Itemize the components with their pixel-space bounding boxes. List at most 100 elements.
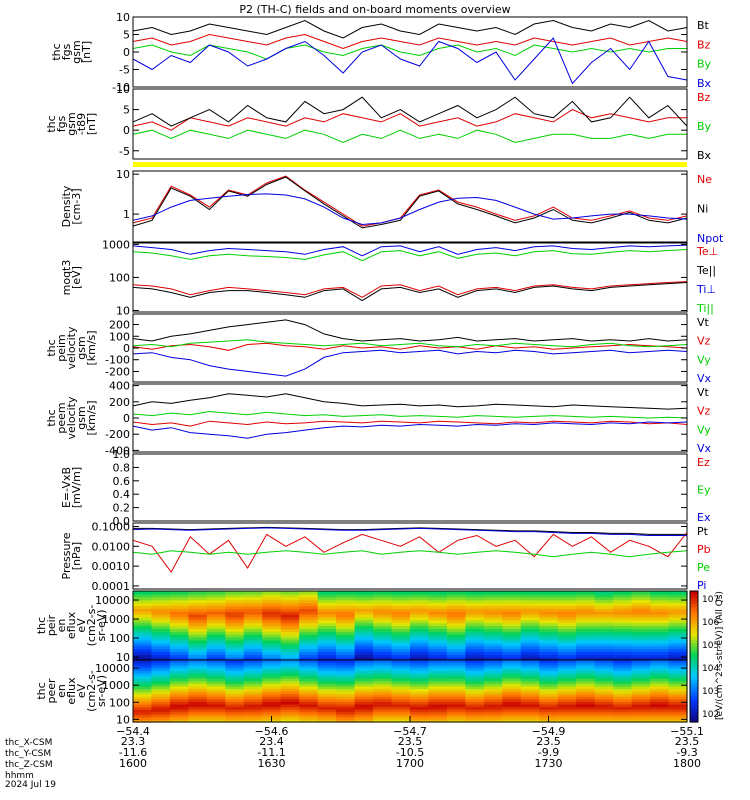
spectrogram-cell — [336, 628, 356, 632]
spectrogram-cell — [557, 596, 577, 601]
spectrogram-cell — [520, 648, 540, 652]
spectrogram-cell — [317, 608, 337, 612]
spectrogram-cell — [631, 719, 651, 723]
spectrogram-cell — [613, 596, 633, 601]
spectrogram-cell — [410, 591, 430, 595]
spectrogram-cell — [225, 693, 245, 697]
y-tick-label: -200 — [105, 428, 130, 441]
colorbar-step — [690, 627, 698, 631]
spectrogram-cell — [410, 654, 430, 658]
spectrogram-cell — [502, 605, 522, 609]
spectrogram-cell — [299, 593, 319, 598]
spectrogram-cell — [631, 693, 651, 697]
spectrogram-cell — [391, 622, 411, 627]
spectrogram-cell — [243, 608, 263, 612]
spectrogram-cell — [465, 591, 485, 595]
spectrogram-cell — [613, 711, 633, 715]
spectrogram-cell — [151, 698, 171, 702]
spectrogram-cell — [483, 714, 503, 718]
colorbar-step — [690, 607, 698, 612]
spectrogram-cell — [446, 654, 466, 658]
spectrogram-cell — [483, 693, 503, 697]
spectrogram-cell — [576, 616, 596, 621]
spectrogram-cell — [354, 691, 374, 695]
y-axis-label: Pressure[nPa] — [60, 532, 83, 579]
spectrogram-cell — [169, 675, 189, 679]
spectrogram-cell — [594, 639, 614, 644]
spectrogram-cell — [483, 678, 503, 682]
ephemeris-value: 1600 — [119, 757, 147, 770]
spectrogram-cell — [576, 701, 596, 705]
spectrogram-cell — [613, 657, 633, 661]
spectrogram-cell — [151, 637, 171, 641]
spectrogram-cell — [520, 667, 540, 671]
legend-entry-Pb: Pb — [697, 543, 711, 556]
spectrogram-cell — [576, 711, 596, 715]
y-axis-label-line: [eV] — [70, 266, 83, 289]
spectrogram-cell — [262, 662, 282, 666]
y-tick-label: 1.0 — [113, 448, 131, 461]
spectrogram-cell — [151, 662, 171, 666]
spectrogram-cell — [428, 675, 448, 679]
spectrogram-cell — [133, 622, 153, 627]
spectrogram-cell — [631, 660, 651, 664]
spectrogram-cell — [243, 616, 263, 621]
spectrogram-cell — [594, 701, 614, 705]
spectrogram-cell — [502, 678, 522, 682]
spectrogram-cell — [151, 701, 171, 705]
spectrogram-cell — [446, 628, 466, 632]
spectrogram-cell — [410, 662, 430, 666]
spectrogram-cell — [206, 645, 226, 650]
spectrogram-cell — [243, 711, 263, 715]
spectrogram-cell — [391, 637, 411, 641]
colorbar-tick-label: 106 — [702, 618, 719, 628]
y-axis-label-line: thc — [45, 339, 58, 356]
y-axis-label-line: gsm — [65, 112, 78, 135]
spectrogram-cell — [206, 696, 226, 700]
spectrogram-cell — [594, 709, 614, 713]
spectrogram-cell — [169, 591, 189, 595]
spectrogram-cell — [502, 683, 522, 687]
spectrogram-cell — [410, 685, 430, 690]
spectrogram-cell — [650, 637, 670, 641]
spectrogram-cell — [557, 670, 577, 674]
spectrogram-cell — [299, 667, 319, 671]
spectrogram-cell — [262, 680, 282, 684]
spectrogram-cell — [280, 631, 300, 635]
spectrogram-cell — [613, 691, 633, 695]
spectrogram-cell — [428, 696, 448, 700]
spectrogram-cell — [539, 678, 559, 682]
spectrogram-cell — [650, 625, 670, 629]
spectrogram-cell — [243, 685, 263, 690]
spectrogram-cell — [613, 672, 633, 677]
series-line-Vx — [132, 421, 688, 439]
spectrogram-cell — [169, 657, 189, 661]
spectrogram-cell — [576, 675, 596, 679]
spectrogram-cell — [133, 680, 153, 684]
spectrogram-cell — [133, 662, 153, 666]
spectrogram-cell — [613, 719, 633, 723]
spectrogram-cell — [668, 672, 688, 677]
spectrogram-cell — [502, 719, 522, 723]
spectrogram-cell — [280, 591, 300, 595]
spectrogram-cell — [188, 714, 208, 718]
spectrogram-cell — [576, 691, 596, 695]
spectrogram-cell — [317, 591, 337, 595]
spectrogram-cell — [225, 706, 245, 710]
spectrogram-cell — [410, 693, 430, 697]
spectrogram-cell — [391, 593, 411, 598]
spectrogram-cell — [151, 611, 171, 615]
spectrogram-cell — [354, 675, 374, 679]
spectrogram-cell — [373, 711, 393, 715]
spectrogram-cell — [465, 665, 485, 669]
spectrogram-cell — [446, 599, 466, 604]
spectrogram-cell — [613, 680, 633, 684]
spectrogram-cell — [668, 639, 688, 644]
colorbar-step — [690, 695, 698, 700]
spectrogram-cell — [650, 660, 670, 664]
spectrogram-cell — [336, 622, 356, 627]
spectrogram-cell — [336, 614, 356, 618]
spectrogram-cell — [520, 642, 540, 647]
spectrogram-cell — [391, 711, 411, 715]
spectrogram-cell — [133, 608, 153, 612]
